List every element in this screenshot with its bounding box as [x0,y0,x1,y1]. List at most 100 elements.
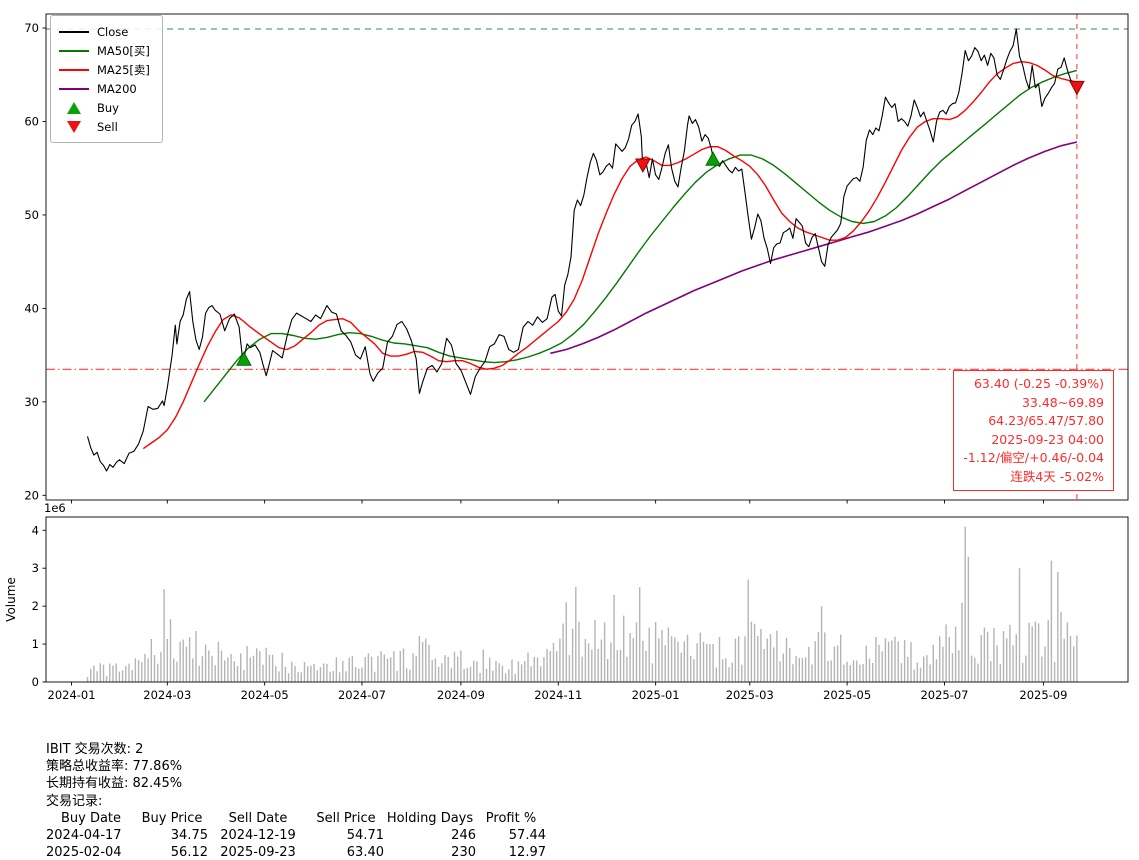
volume-bar [616,650,618,682]
volume-bar [996,645,998,682]
volume-bar [1069,636,1072,682]
annotation-box: 63.40 (-0.25 -0.39%) 33.48~69.89 64.23/65.… [953,370,1114,491]
volume-bar [176,661,178,682]
volume-bar [214,665,216,682]
volume-bar [265,647,267,682]
volume-bar [654,622,657,682]
volume-bar [597,648,599,682]
volume-bar [447,656,449,682]
volume-bar [230,654,232,682]
volume-bar [1066,622,1069,682]
volume-bar [702,641,705,682]
volume-bar [623,615,625,682]
volume-bar [983,627,986,682]
volume-bar [479,673,481,682]
volume-bar [444,655,446,682]
volume-bar [814,641,816,682]
volume-bar [954,626,957,682]
volume-bar [862,664,864,682]
volume-bar [421,641,424,682]
volume-bar [1057,572,1059,682]
summary-trades-count: IBIT 交易次数: 2 [46,742,144,757]
legend-item-ma50-: MA50[买] [59,41,150,60]
price-ytick-label: 40 [24,301,39,315]
volume-bar [204,644,207,682]
legend-label: MA25[卖] [97,62,150,77]
trades-table-row: 2024-04-17 34.75 2024-12-19 54.71 246 57.44 [46,827,546,844]
legend-item-sell: Sell [59,117,150,136]
volume-bar [670,636,673,682]
volume-bar [986,631,989,682]
volume-bar [157,663,159,682]
volume-bar [1009,624,1011,682]
volume-bar [1076,635,1078,682]
legend-line [59,68,89,71]
trades-col-header: Sell Price [316,810,376,826]
line-ma25 [142,61,1078,450]
legend-label: MA200 [97,81,137,96]
volume-bar [208,650,210,682]
volume-bar [220,650,223,682]
volume-bar [977,663,979,682]
volume-bar [709,644,711,682]
xtick-label: 2025-05 [823,688,871,702]
volume-bar [1073,646,1075,682]
volume-bar [594,620,596,682]
volume-bar [600,639,603,682]
trades-table: Buy Date Buy Price Sell Date Sell Price Hold… [46,810,546,860]
volume-bar [246,646,248,682]
summary-trade-record-label: 交易记录: [46,793,103,809]
volume-bar [192,658,194,682]
xtick-label: 2024-07 [338,688,386,702]
volume-bar [747,579,749,682]
trades-table-header: Buy Date Buy Price Sell Date Sell Price Hold… [46,810,546,827]
volume-bar [434,658,437,682]
volume-bar [840,634,842,682]
volume-bar [728,667,730,682]
volume-bar [808,646,810,682]
volume-bar [1006,638,1008,682]
volume-bar [102,664,105,682]
volume-bar [147,658,149,682]
volume-bar [690,655,692,682]
xtick-label: 2025-09 [1019,688,1067,702]
volume-bar [706,644,708,682]
volume-bar [763,649,765,682]
volume-bar [303,662,306,682]
volume-bar [1034,621,1037,682]
volume-bar [910,642,912,682]
volume-bar [463,669,465,682]
volume-bar [798,657,800,682]
legend-line [59,87,89,90]
volume-bar [396,670,398,682]
volume-bar [329,671,331,682]
volume-bar [974,657,976,682]
volume-bar [942,646,944,682]
trades-cell: 34.75 [170,828,208,844]
volume-bar [450,667,453,682]
volume-bar [348,657,350,682]
legend-item-close: Close [59,22,150,41]
trades-col-header: Holding Days [386,810,474,826]
volume-bar [338,672,341,682]
legend-label: MA50[买] [97,43,150,58]
volume-bar [887,641,890,682]
volume-bar [766,638,768,682]
volume-ytick-label: 4 [32,523,39,537]
legend-item-ma25-: MA25[卖] [59,60,150,79]
volume-bar [587,643,590,682]
volume-axes-frame [45,516,1129,683]
volume-bar [224,660,226,682]
volume-bar [460,650,462,682]
annotation-line: -1.12/偏空/+0.46/-0.04 [963,450,1104,465]
volume-bar [642,640,644,682]
volume-bar [865,645,867,682]
volume-bar [1063,638,1065,682]
volume-bar [409,669,411,682]
volume-bar [584,638,587,682]
volume-bar [437,666,440,682]
volume-bar [556,651,558,682]
volume-bar [648,627,650,682]
volume-offset-label: 1e6 [44,501,66,515]
price-ytick-label: 50 [24,208,39,222]
